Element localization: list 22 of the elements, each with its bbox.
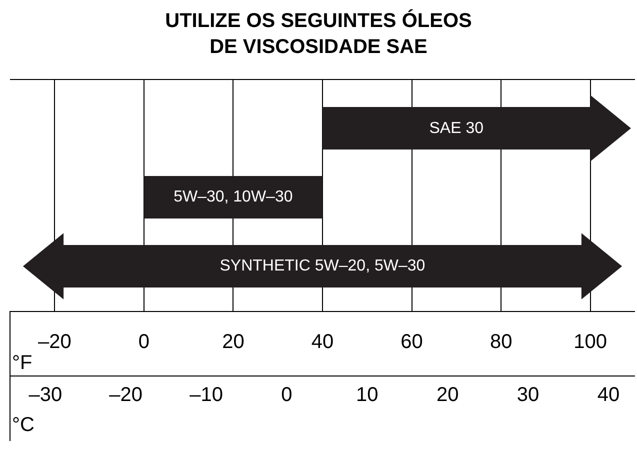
x2-tick-label: 20 [436,384,459,406]
x2-axis-title: °C [12,414,34,436]
x-tick-label: 80 [490,331,512,354]
x2-tick-label: 0 [281,384,292,406]
y-tick-label: SAE 30 [429,120,484,137]
x-tick-label: 60 [400,331,423,354]
x2-tick-label: 30 [516,384,540,406]
x-axis-title: °F [12,352,32,374]
chart-title: UTILIZE OS SEGUINTES ÓLEOS DE VISCOSIDADE SAE [165,8,472,58]
x-tick-label: 100 [574,331,608,354]
x-tick-label: 40 [311,331,334,354]
y-tick-label: SYNTHETIC 5W–20, 5W–30 [220,258,426,275]
x2-tick-label: 10 [356,384,378,406]
x-tick-label: –20 [38,331,72,354]
x-tick-label: 0 [138,331,150,354]
x2-tick-label: –30 [28,384,62,406]
y-tick-label: 5W–30, 10W–30 [174,188,293,206]
x-tick-label: 20 [222,331,244,354]
x2-tick-label: –20 [109,384,143,406]
x2-tick-label: –10 [190,384,223,406]
bar [144,176,322,219]
x2-tick-label: 40 [597,384,620,406]
